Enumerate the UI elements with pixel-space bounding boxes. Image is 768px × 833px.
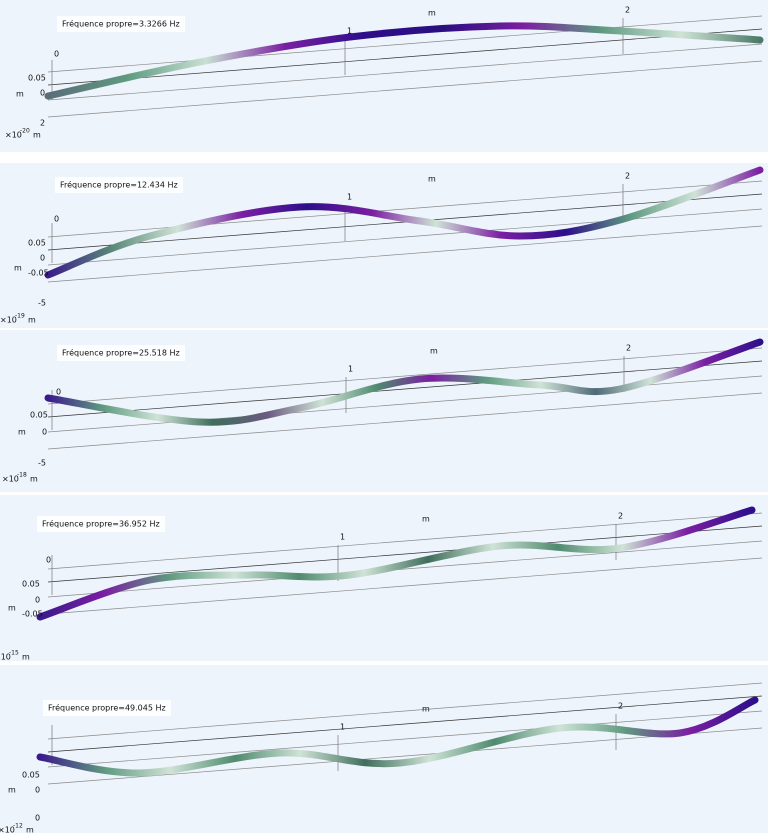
grid-line bbox=[47, 695, 763, 753]
axis-unit: m bbox=[430, 347, 438, 356]
y-axis-label: 0 bbox=[40, 89, 45, 98]
plot-panel: 1 2 Fréquence propre=12.434 Hz m 0 0.05 0 -0.05… bbox=[0, 163, 768, 328]
x-tick-label: 2 bbox=[625, 172, 630, 181]
y-axis-label: 2 bbox=[40, 119, 45, 128]
y-axis-label: -0.05 bbox=[22, 610, 43, 619]
scale-unit: m bbox=[26, 826, 34, 833]
y-axis-label: -5 bbox=[38, 459, 46, 468]
scale-exponent: -18 bbox=[17, 472, 27, 479]
grid-line bbox=[47, 208, 763, 266]
scale-exponent: -12 bbox=[13, 823, 23, 830]
y-axis-label: 0 bbox=[40, 254, 45, 263]
y-unit: m bbox=[16, 90, 24, 99]
plot-panel: 1 2 Fréquence propre=36.952 Hz m 0 0.05 0 -0.05… bbox=[0, 495, 768, 662]
y-unit: m bbox=[8, 786, 16, 795]
axis-unit: m bbox=[428, 175, 436, 184]
mode-shape-curve bbox=[44, 338, 764, 426]
title-background bbox=[57, 16, 185, 32]
axis-unit: m bbox=[422, 515, 430, 524]
y-axis-label: 0 bbox=[54, 215, 59, 224]
y-axis-label: 0 bbox=[56, 388, 61, 397]
y-axis-label: -5 bbox=[38, 299, 46, 308]
y-axis-label: 0 bbox=[54, 50, 59, 59]
y-axis-label: 0.05 bbox=[28, 239, 46, 248]
scale-exponent: -15 bbox=[9, 650, 19, 657]
x-tick-label: 2 bbox=[626, 344, 631, 353]
mode-shape-curve bbox=[44, 166, 764, 279]
grid-line bbox=[47, 727, 763, 785]
grid-line bbox=[47, 28, 763, 86]
scale-exponent: -19 bbox=[15, 313, 25, 320]
x-tick-label: 2 bbox=[625, 6, 630, 15]
y-axis-label: 0.05 bbox=[28, 74, 46, 83]
grid-line bbox=[47, 557, 763, 615]
x-tick-label: 1 bbox=[347, 193, 352, 202]
y-unit: m bbox=[14, 264, 22, 273]
scale-unit: m bbox=[33, 131, 41, 140]
scale-base: ×10 bbox=[0, 316, 17, 325]
grid-line bbox=[47, 15, 763, 73]
y-axis-label: 0 bbox=[35, 596, 40, 605]
mode-shape-curve bbox=[36, 506, 756, 621]
scale-base: ×10 bbox=[2, 475, 19, 484]
y-axis-label: 0.05 bbox=[22, 580, 40, 589]
mode-shape-curve bbox=[44, 22, 764, 100]
grid-line bbox=[47, 225, 763, 283]
x-tick-label: 2 bbox=[618, 702, 623, 711]
grid-line bbox=[47, 43, 763, 101]
scale-unit: m bbox=[22, 653, 30, 662]
y-unit: m bbox=[18, 428, 26, 437]
grid-line bbox=[47, 525, 763, 583]
title-background bbox=[43, 700, 171, 716]
panel-title: Fréquence propre=12.434 Hz bbox=[60, 180, 178, 190]
axis-unit: m bbox=[428, 9, 436, 18]
grid-line bbox=[47, 540, 763, 598]
grid-line bbox=[47, 512, 763, 570]
title-background bbox=[37, 516, 165, 532]
panel-title: Fréquence propre=49.045 Hz bbox=[48, 703, 166, 713]
grid-line bbox=[47, 347, 763, 405]
grid-line bbox=[47, 682, 763, 740]
scale-base: ×10 bbox=[5, 131, 22, 140]
grid-line bbox=[47, 710, 763, 768]
panel-title: Fréquence propre=25.518 Hz bbox=[62, 348, 180, 358]
scale-exponent: -20 bbox=[20, 128, 30, 135]
panel-background bbox=[0, 665, 768, 833]
mode-shape-curve bbox=[36, 696, 759, 777]
y-axis-label: 0 bbox=[42, 428, 47, 437]
x-tick-label: 2 bbox=[618, 512, 623, 521]
x-tick-label: 1 bbox=[347, 27, 352, 36]
panel-title: Fréquence propre=3.3266 Hz bbox=[62, 19, 180, 29]
x-tick-label: 1 bbox=[340, 723, 345, 732]
scale-base: ×10 bbox=[0, 826, 15, 833]
y-axis-label: 0.05 bbox=[30, 411, 48, 420]
grid-line bbox=[47, 392, 763, 450]
panel-title: Fréquence propre=36.952 Hz bbox=[42, 519, 160, 529]
x-tick-label: 1 bbox=[348, 365, 353, 374]
x-tick-label: 1 bbox=[340, 533, 345, 542]
grid-line bbox=[47, 180, 763, 238]
y-axis-label: 0 bbox=[46, 556, 51, 565]
scale-unit: m bbox=[28, 316, 36, 325]
grid-line bbox=[47, 60, 763, 118]
scale-unit: m bbox=[30, 475, 38, 484]
scale-base: ×10 bbox=[0, 653, 11, 662]
y-axis-label: 0 bbox=[35, 814, 40, 823]
y-axis-label: -0.05 bbox=[28, 269, 49, 278]
axis-unit: m bbox=[422, 705, 430, 714]
plot-panel: 1 2 Fréquence propre=3.3266 Hz m 0 0.05 0 2 m ×10… bbox=[0, 0, 768, 152]
title-background bbox=[57, 345, 185, 361]
grid-line bbox=[47, 360, 763, 418]
y-axis-label: 0 bbox=[35, 786, 40, 795]
title-background bbox=[55, 177, 183, 193]
y-unit: m bbox=[8, 604, 16, 613]
y-axis-label: 0.05 bbox=[22, 771, 40, 780]
